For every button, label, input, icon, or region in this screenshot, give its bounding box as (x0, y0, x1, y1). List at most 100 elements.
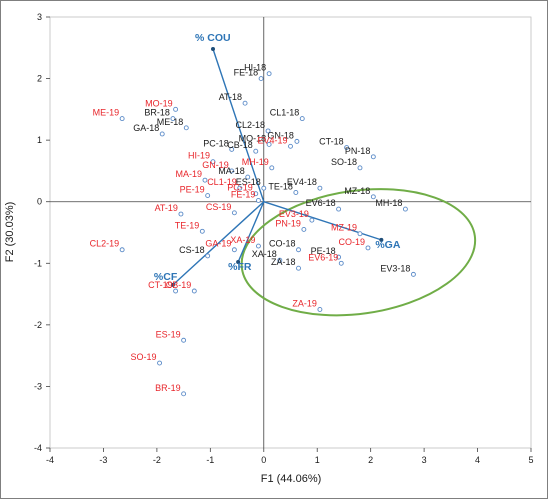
point-label: CB-18 (227, 140, 253, 150)
data-point (266, 71, 272, 77)
point-label: MZ-19 (331, 223, 357, 233)
x-tick-label: 1 (315, 455, 320, 465)
point-label: MH-19 (242, 157, 269, 167)
data-point (296, 247, 301, 253)
point-label: CL2-19 (90, 239, 120, 249)
data-point (255, 243, 261, 249)
point-label: AT-18 (219, 92, 242, 102)
data-point (338, 260, 344, 266)
data-point (119, 116, 125, 122)
data-point (370, 194, 376, 200)
data-point (317, 307, 323, 312)
data-point (178, 211, 184, 217)
data-point (210, 159, 216, 165)
point-label: EV6-19 (308, 252, 338, 262)
data-point (336, 206, 342, 212)
x-tick-label: 3 (422, 455, 427, 465)
data-point (173, 288, 179, 294)
data-point (191, 288, 197, 294)
point-label: EV4-18 (287, 177, 317, 187)
y-tick-label: 0 (37, 197, 42, 207)
data-point (402, 206, 408, 212)
vector-label: %CF (154, 271, 178, 283)
vector-line (237, 201, 265, 263)
y-tick-label: 1 (37, 135, 42, 145)
data-point (253, 148, 259, 154)
data-point (242, 100, 248, 106)
y-tick-label: 3 (37, 12, 42, 22)
x-tick-label: -2 (153, 455, 161, 465)
data-point (299, 116, 305, 122)
data-point (231, 210, 237, 216)
data-point (365, 245, 371, 251)
data-point (181, 391, 187, 397)
vector-line (212, 48, 265, 202)
data-point (255, 198, 261, 203)
data-point (173, 106, 179, 112)
point-label: ME-19 (93, 108, 120, 118)
point-label: ME-18 (157, 117, 184, 127)
point-label: EV4-19 (257, 135, 287, 145)
data-point (199, 228, 205, 234)
x-tick-label: -4 (46, 455, 54, 465)
data-point (293, 190, 299, 195)
data-point (119, 247, 125, 253)
point-label: BR-19 (155, 383, 181, 393)
data-point (269, 165, 275, 171)
point-label: EV6-18 (306, 198, 336, 208)
data-point (370, 154, 376, 160)
data-point (258, 76, 264, 82)
data-point (205, 193, 211, 199)
point-label: ES-19 (156, 329, 181, 339)
point-label: FE-19 (231, 189, 256, 199)
point-label: PE-19 (180, 185, 205, 195)
point-label: CL1-19 (207, 177, 237, 187)
axes: -4 -3 -2 -1 0 1 2 3 4 5 -4 -3 -2 -1 0 1 2 3 (34, 12, 534, 465)
data-point (294, 138, 300, 144)
vector-tip (211, 47, 216, 52)
data-point (357, 165, 363, 171)
point-label: PE-18 (311, 246, 336, 256)
data-point (344, 145, 350, 150)
data-point (317, 185, 323, 191)
highlight-ellipse (240, 188, 477, 317)
point-label: SO-18 (331, 157, 357, 167)
y-tick-label: -3 (34, 381, 42, 391)
point-label: EV3-19 (279, 209, 309, 219)
point-label: FE-18 (234, 68, 259, 78)
plot-border (49, 16, 532, 449)
vector-tip (379, 237, 384, 242)
data-point (157, 360, 163, 366)
data-point (301, 226, 307, 232)
data-point (410, 271, 416, 277)
data-point (229, 146, 235, 152)
data-point (336, 254, 342, 260)
x-tick-label: 5 (528, 455, 533, 465)
point-label: GN-18 (267, 130, 294, 140)
data-point (357, 231, 363, 237)
point-label: SO-19 (131, 352, 157, 362)
point-label: MA-18 (218, 166, 245, 176)
data-point (266, 142, 272, 147)
point-label: CO-18 (269, 239, 296, 249)
point-label: MZ-18 (344, 186, 370, 196)
point-label: PN-18 (345, 146, 371, 156)
data-point (261, 185, 267, 191)
data-point (231, 247, 237, 253)
point-label: CT-18 (319, 137, 344, 147)
data-point (237, 185, 243, 191)
vector-tip (236, 260, 241, 265)
point-label: CS-19 (206, 202, 232, 212)
group-ellipse (240, 188, 477, 317)
point-label: HI-18 (244, 63, 266, 73)
x-tick-label: 0 (261, 455, 266, 465)
point-label: BR-18 (144, 108, 170, 118)
point-label: MA-19 (175, 169, 202, 179)
data-point (245, 174, 251, 180)
loading-vectors: % COU %CF %FR %GA (154, 32, 401, 287)
data-point (159, 131, 165, 137)
vector-line (172, 201, 265, 286)
data-point (205, 253, 211, 259)
vector-label: %FR (228, 261, 252, 273)
